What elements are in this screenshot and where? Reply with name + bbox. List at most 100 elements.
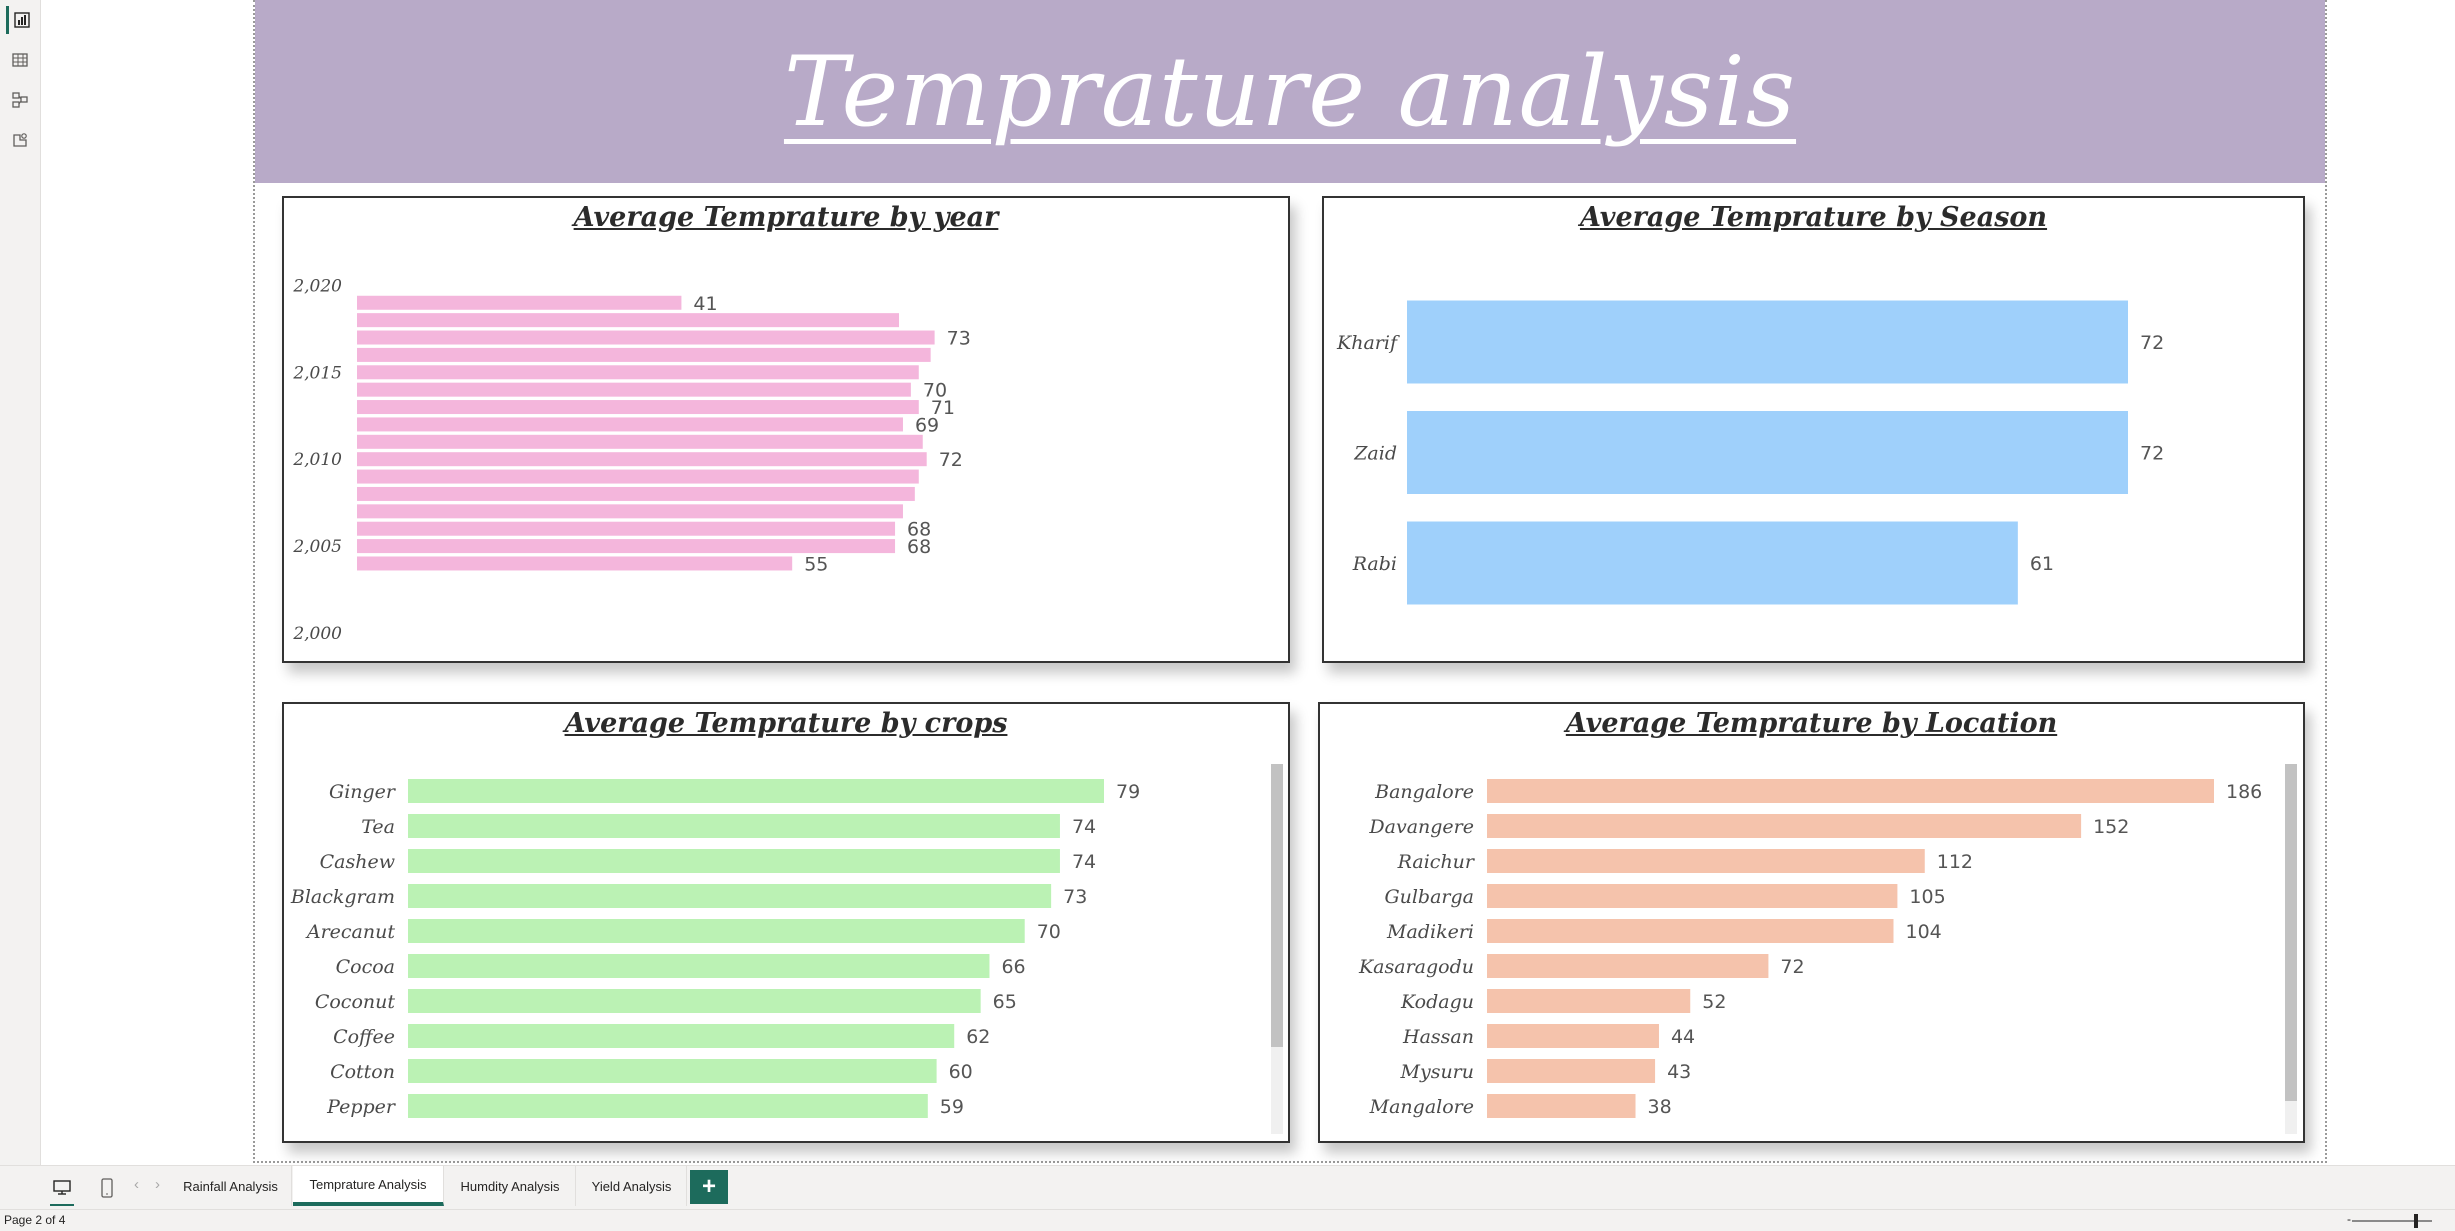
tab-yield-analysis[interactable]: Yield Analysis [577, 1166, 687, 1206]
bar [1487, 779, 2214, 803]
tab-temprature-analysis[interactable]: Temprature Analysis [293, 1166, 444, 1206]
data-label: 52 [1702, 991, 1726, 1013]
bar [357, 452, 927, 467]
data-label: 59 [940, 1096, 964, 1118]
bar [357, 486, 915, 501]
bar [357, 330, 935, 345]
y-tick-label: 2,005 [292, 537, 342, 557]
bar [1487, 1059, 1656, 1083]
bar [357, 504, 903, 519]
data-label: 73 [1063, 886, 1087, 908]
bar [408, 849, 1060, 873]
category-label: Ginger [329, 781, 397, 803]
category-label: Blackgram [290, 886, 395, 908]
category-label: Madikeri [1386, 921, 1474, 943]
title-banner: Temprature analysis [255, 0, 2325, 183]
bar [1487, 954, 1769, 978]
location-scrollbar-thumb[interactable] [2285, 764, 2297, 1101]
bar [1487, 919, 1894, 943]
bar [1487, 989, 1691, 1013]
bar [408, 814, 1060, 838]
data-label: 70 [923, 380, 947, 402]
zoom-slider[interactable] [2352, 1220, 2432, 1222]
bar [408, 779, 1104, 803]
bar [1407, 300, 2128, 384]
data-label: 112 [1937, 851, 1973, 873]
status-bar: Page 2 of 4 - [0, 1209, 2455, 1231]
chart-location-svg: Bangalore 186 Davangere 152 Raichur 112 Gulbar… [1358, 779, 2262, 1118]
dax-query-icon[interactable] [6, 126, 34, 154]
data-label: 44 [1671, 1026, 1695, 1048]
location-scrollbar[interactable] [2285, 764, 2297, 1134]
data-label: 72 [939, 449, 963, 471]
data-label: 73 [947, 328, 971, 350]
y-tick-label: 2,020 [292, 276, 342, 296]
tab-humdity-analysis[interactable]: Humdity Analysis [445, 1166, 576, 1206]
data-label: 74 [1072, 816, 1096, 838]
bar [357, 313, 900, 328]
category-label: Cashew [320, 851, 395, 873]
crops-scrollbar-thumb[interactable] [1271, 764, 1283, 1047]
data-label: 69 [915, 414, 939, 436]
category-label: Pepper [326, 1096, 397, 1118]
table-view-icon[interactable] [6, 46, 34, 74]
bar [1487, 884, 1898, 908]
category-label: Raichur [1397, 851, 1476, 873]
desktop-layout-icon[interactable] [48, 1174, 76, 1202]
visual-temp-by-location[interactable]: Average Temprature by Location Bangalore… [1318, 702, 2305, 1143]
category-label: Coffee [333, 1026, 395, 1048]
bar [357, 417, 903, 432]
data-label: 74 [1072, 851, 1096, 873]
category-label: Rabi [1352, 553, 1397, 575]
data-label: 152 [2093, 816, 2129, 838]
visual-title-crops: Average Temprature by crops [564, 708, 1008, 739]
data-label: 43 [1667, 1061, 1691, 1083]
category-label: Bangalore [1374, 781, 1474, 803]
desktop-layout-indicator [50, 1204, 74, 1206]
prev-page-arrow-icon[interactable]: ‹ [134, 1176, 139, 1193]
model-view-icon[interactable] [6, 86, 34, 114]
add-page-button[interactable]: + [690, 1170, 728, 1204]
bar [357, 400, 919, 415]
category-label: Kharif [1336, 332, 1400, 354]
bar [357, 347, 931, 362]
visual-temp-by-crops[interactable]: Average Temprature by crops Ginger 79 Tea 7… [282, 702, 1290, 1143]
y-tick-label: 2,010 [292, 450, 342, 470]
data-label: 79 [1116, 781, 1140, 803]
category-label: Davangere [1368, 816, 1474, 838]
data-label: 68 [907, 536, 931, 558]
zoom-slider-thumb[interactable] [2414, 1214, 2418, 1228]
data-label: 68 [907, 519, 931, 541]
data-label: 105 [1909, 886, 1945, 908]
bar [357, 521, 896, 536]
bar [408, 1059, 937, 1083]
data-label: 66 [1001, 956, 1025, 978]
category-label: Coconut [315, 991, 396, 1013]
visual-temp-by-year[interactable]: Average Temprature by year 2,020 2,015 2,0… [282, 196, 1290, 663]
mobile-layout-icon[interactable] [93, 1174, 121, 1202]
crops-scrollbar[interactable] [1271, 764, 1283, 1134]
visual-title-season: Average Temprature by Season [1579, 202, 2048, 233]
category-label: Arecanut [305, 921, 395, 943]
category-label: Cocoa [336, 956, 395, 978]
bar [357, 365, 919, 380]
bar [408, 919, 1025, 943]
data-label: 55 [804, 553, 828, 575]
data-label: 61 [2030, 553, 2054, 575]
next-page-arrow-icon[interactable]: › [155, 1176, 160, 1193]
report-view-icon[interactable] [6, 6, 34, 34]
category-label: Mangalore [1369, 1096, 1474, 1118]
bar [1487, 814, 2082, 838]
data-label: 62 [966, 1026, 990, 1048]
bar [408, 989, 981, 1013]
view-rail [0, 0, 41, 1165]
data-label: 70 [1037, 921, 1061, 943]
tab-rainfall-analysis[interactable]: Rainfall Analysis [170, 1166, 292, 1206]
bar [408, 884, 1052, 908]
chart-season-svg: Kharif 72 Zaid 72 Rabi 61 [1336, 300, 2164, 605]
zoom-out-button[interactable]: - [2347, 1212, 2351, 1226]
visual-title-location: Average Temprature by Location [1565, 708, 2058, 739]
page-title: Temprature analysis [783, 35, 1797, 148]
visual-temp-by-season[interactable]: Average Temprature by Season Kharif 72 Zai… [1322, 196, 2305, 663]
